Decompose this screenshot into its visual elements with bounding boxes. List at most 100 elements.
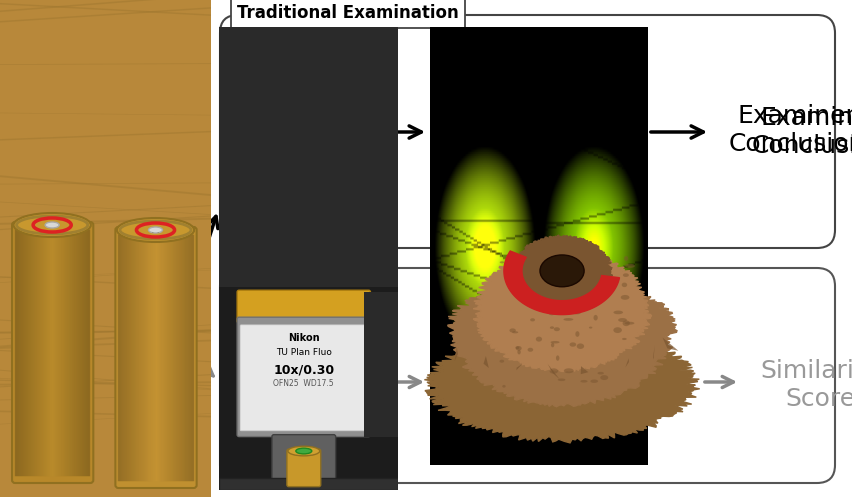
FancyBboxPatch shape: [267, 420, 280, 473]
FancyBboxPatch shape: [220, 15, 834, 248]
Ellipse shape: [587, 293, 594, 299]
Ellipse shape: [288, 446, 320, 456]
Ellipse shape: [14, 213, 90, 237]
FancyBboxPatch shape: [12, 222, 93, 483]
Ellipse shape: [545, 263, 550, 266]
FancyBboxPatch shape: [318, 420, 331, 473]
Polygon shape: [653, 345, 654, 359]
Polygon shape: [483, 356, 488, 368]
Polygon shape: [454, 347, 458, 361]
Ellipse shape: [515, 346, 519, 349]
Text: 10x/0.30: 10x/0.30: [273, 364, 334, 377]
Ellipse shape: [621, 338, 626, 340]
Ellipse shape: [568, 257, 572, 260]
Ellipse shape: [574, 331, 579, 337]
Bar: [335, 162, 346, 381]
Ellipse shape: [563, 368, 573, 373]
Text: Tamasflux CC BY-SA: Tamasflux CC BY-SA: [286, 472, 348, 477]
Text: Nikon: Nikon: [288, 333, 320, 343]
Polygon shape: [625, 358, 628, 367]
Ellipse shape: [584, 282, 592, 285]
Text: 0.45: 0.45: [370, 352, 386, 358]
Ellipse shape: [576, 343, 584, 349]
FancyBboxPatch shape: [272, 435, 336, 487]
Polygon shape: [511, 235, 612, 306]
Ellipse shape: [530, 318, 534, 322]
Ellipse shape: [573, 275, 578, 278]
Ellipse shape: [550, 343, 554, 347]
Ellipse shape: [573, 282, 580, 285]
Ellipse shape: [550, 327, 554, 329]
Bar: [273, 145, 341, 166]
Ellipse shape: [552, 292, 556, 295]
Text: Similarity
Score: Similarity Score: [760, 359, 852, 411]
FancyBboxPatch shape: [251, 420, 265, 473]
Ellipse shape: [588, 327, 591, 329]
Ellipse shape: [549, 368, 557, 374]
Ellipse shape: [550, 341, 559, 343]
Ellipse shape: [517, 350, 521, 354]
Ellipse shape: [515, 346, 521, 350]
Ellipse shape: [556, 355, 559, 361]
Bar: [252, 162, 264, 381]
Text: OFN25  WD17.5: OFN25 WD17.5: [273, 379, 334, 388]
Polygon shape: [504, 251, 619, 315]
Ellipse shape: [499, 261, 504, 263]
Ellipse shape: [544, 281, 552, 284]
Ellipse shape: [590, 380, 597, 383]
Ellipse shape: [296, 448, 312, 454]
Ellipse shape: [563, 318, 573, 321]
Ellipse shape: [622, 273, 628, 277]
Ellipse shape: [518, 260, 527, 264]
Text: ACES Pipeline: ACES Pipeline: [237, 256, 350, 274]
Ellipse shape: [566, 309, 573, 313]
Ellipse shape: [572, 310, 580, 315]
Ellipse shape: [332, 66, 348, 83]
Polygon shape: [424, 328, 699, 443]
Ellipse shape: [591, 291, 595, 294]
Ellipse shape: [148, 227, 163, 233]
FancyBboxPatch shape: [286, 449, 320, 487]
Ellipse shape: [622, 321, 629, 326]
Bar: [231, 145, 285, 166]
Ellipse shape: [250, 66, 266, 83]
Ellipse shape: [452, 375, 671, 435]
Ellipse shape: [618, 318, 626, 322]
Ellipse shape: [535, 336, 541, 341]
Ellipse shape: [557, 379, 565, 381]
Ellipse shape: [624, 256, 628, 261]
Ellipse shape: [579, 380, 587, 383]
FancyBboxPatch shape: [115, 227, 197, 488]
Ellipse shape: [237, 420, 279, 464]
Ellipse shape: [117, 218, 194, 242]
Ellipse shape: [303, 49, 323, 66]
Ellipse shape: [545, 289, 553, 295]
FancyBboxPatch shape: [237, 290, 370, 323]
Ellipse shape: [600, 375, 607, 380]
Ellipse shape: [512, 267, 520, 272]
Ellipse shape: [539, 255, 584, 287]
Bar: [253, 75, 263, 162]
Polygon shape: [662, 337, 677, 351]
FancyBboxPatch shape: [237, 317, 370, 436]
Ellipse shape: [499, 360, 504, 363]
FancyBboxPatch shape: [236, 420, 250, 473]
Text: Examiner
Conclusion: Examiner Conclusion: [751, 106, 852, 158]
Ellipse shape: [613, 327, 621, 333]
Text: ·  ·: · ·: [152, 230, 158, 235]
Bar: [336, 75, 345, 162]
Ellipse shape: [624, 322, 634, 325]
Text: Examiner
Conclusion: Examiner Conclusion: [728, 104, 852, 156]
Ellipse shape: [597, 372, 603, 375]
Ellipse shape: [569, 276, 575, 280]
Bar: [219, 27, 398, 287]
FancyBboxPatch shape: [240, 325, 367, 431]
Text: Flu: Flu: [370, 334, 383, 343]
Ellipse shape: [593, 315, 597, 321]
Ellipse shape: [509, 329, 515, 332]
Ellipse shape: [604, 283, 610, 285]
Ellipse shape: [621, 283, 626, 287]
Ellipse shape: [539, 290, 546, 292]
Ellipse shape: [527, 348, 532, 352]
FancyBboxPatch shape: [334, 420, 348, 473]
